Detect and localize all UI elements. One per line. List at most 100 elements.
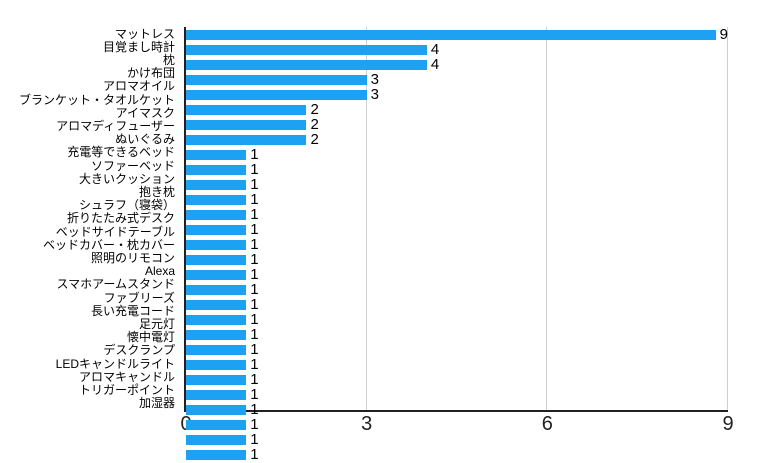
bar-value-label: 2 bbox=[310, 116, 319, 133]
category-label: 枕 bbox=[162, 53, 175, 67]
bar bbox=[186, 314, 247, 325]
bar-value-label: 1 bbox=[250, 266, 259, 283]
bar-row: 1 bbox=[186, 402, 728, 417]
category-label: マットレス bbox=[114, 26, 175, 41]
category-label: スマホアームスタンド bbox=[56, 277, 175, 292]
bar-value-label: 1 bbox=[250, 176, 259, 193]
bar-row: 9 bbox=[186, 27, 728, 42]
bar-row: 1 bbox=[186, 417, 728, 432]
category-label: かけ布団 bbox=[126, 66, 175, 81]
bar-value-label: 1 bbox=[250, 446, 259, 463]
bar-row: 4 bbox=[186, 57, 728, 72]
category-label: ファブリーズ bbox=[103, 290, 175, 305]
bar-value-label: 1 bbox=[250, 386, 259, 403]
bar bbox=[186, 104, 307, 115]
bar bbox=[186, 449, 247, 460]
bar bbox=[186, 74, 367, 85]
category-label: 長い充電コード bbox=[90, 303, 175, 318]
bar-value-label: 1 bbox=[250, 431, 259, 448]
bar bbox=[186, 149, 247, 160]
bar-value-label: 1 bbox=[250, 311, 259, 328]
bar-row: 1 bbox=[186, 162, 728, 177]
bar bbox=[186, 284, 247, 295]
bar bbox=[186, 404, 247, 415]
bar bbox=[186, 359, 247, 370]
bar-row: 3 bbox=[186, 87, 728, 102]
bar-value-label: 1 bbox=[250, 146, 259, 163]
bar bbox=[186, 344, 247, 355]
category-label: シュラフ（寝袋） bbox=[78, 198, 175, 213]
bar bbox=[186, 119, 307, 130]
bar-row: 2 bbox=[186, 117, 728, 132]
bar-row: 1 bbox=[186, 147, 728, 162]
bar-value-label: 1 bbox=[250, 236, 259, 253]
bar-value-label: 2 bbox=[310, 131, 319, 148]
bar-row: 1 bbox=[186, 177, 728, 192]
bar-row: 1 bbox=[186, 252, 728, 267]
category-label: ベッドカバー・枕カバー bbox=[42, 237, 175, 252]
bar bbox=[186, 269, 247, 280]
bar bbox=[186, 29, 716, 40]
bar-row: 1 bbox=[186, 327, 728, 342]
bar-value-label: 4 bbox=[430, 41, 440, 58]
bar-value-label: 1 bbox=[250, 416, 259, 433]
bar bbox=[186, 329, 247, 340]
category-label: ブランケット・タオルケット bbox=[18, 92, 175, 107]
bar bbox=[186, 254, 247, 265]
bar-row: 1 bbox=[186, 297, 728, 312]
bar bbox=[186, 389, 247, 400]
bar-row: 1 bbox=[186, 222, 728, 237]
category-label: ベッドサイドテーブル bbox=[55, 224, 175, 239]
category-label: ぬいぐるみ bbox=[115, 132, 175, 147]
bar-value-label: 3 bbox=[370, 86, 379, 103]
bar-row: 1 bbox=[186, 357, 728, 372]
bar bbox=[186, 89, 367, 100]
bar-row: 2 bbox=[186, 132, 728, 147]
bar-row: 1 bbox=[186, 387, 728, 402]
bar-value-label: 1 bbox=[250, 281, 259, 298]
category-label: 大きいクッション bbox=[78, 171, 175, 186]
category-label: 照明のリモコン bbox=[90, 251, 175, 266]
bar bbox=[186, 134, 307, 145]
bar-value-label: 1 bbox=[250, 161, 259, 178]
bar-row: 2 bbox=[186, 102, 728, 117]
bar-row: 1 bbox=[186, 267, 728, 282]
bar bbox=[186, 164, 247, 175]
category-label: ソファーベッド bbox=[90, 158, 175, 173]
bar-value-label: 1 bbox=[250, 251, 259, 268]
category-label: デスクランプ bbox=[103, 343, 175, 358]
bar-row: 1 bbox=[186, 342, 728, 357]
bar-row: 1 bbox=[186, 372, 728, 387]
bar-value-label: 1 bbox=[250, 221, 259, 238]
bar-value-label: 1 bbox=[250, 296, 259, 313]
category-label: 目覚まし時計 bbox=[102, 39, 175, 54]
gridline bbox=[727, 27, 728, 410]
category-label: 折りたたみ式デスク bbox=[66, 211, 175, 226]
bar bbox=[186, 179, 247, 190]
gridline bbox=[546, 27, 548, 410]
category-label: LEDキャンドルライト bbox=[55, 356, 175, 371]
category-label: 加湿器 bbox=[138, 396, 175, 411]
bar-value-label: 1 bbox=[250, 191, 259, 208]
bar bbox=[186, 239, 247, 250]
bar-value-label: 1 bbox=[250, 356, 259, 373]
bar bbox=[186, 374, 247, 385]
category-label: トリガーポイント bbox=[78, 383, 175, 398]
category-label: アロマキャンドル bbox=[78, 369, 175, 384]
bar bbox=[186, 224, 247, 235]
x-tick-label: 6 bbox=[541, 413, 553, 435]
bar-value-label: 3 bbox=[370, 71, 379, 88]
bar-row: 3 bbox=[186, 72, 728, 87]
category-label: 懐中電灯 bbox=[126, 330, 175, 345]
bar bbox=[186, 44, 427, 55]
bar-value-label: 1 bbox=[250, 206, 259, 223]
bar-row: 1 bbox=[186, 312, 728, 327]
category-label: アロマディフューザー bbox=[56, 119, 175, 134]
category-label: 足元灯 bbox=[138, 317, 175, 332]
bar bbox=[186, 209, 247, 220]
bar-value-label: 4 bbox=[430, 56, 440, 73]
category-label: 抱き枕 bbox=[138, 185, 175, 200]
bar bbox=[186, 194, 247, 205]
